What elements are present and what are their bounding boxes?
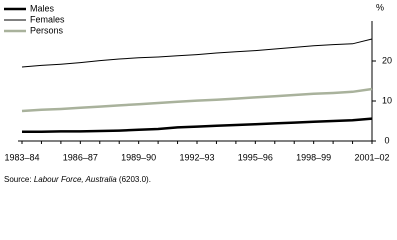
x-tick-label: 1989–90 [121, 152, 156, 162]
legend-label: Females [30, 14, 65, 24]
source-note: Source: Labour Force, Australia (6203.0)… [4, 175, 151, 184]
series-line [21, 38, 373, 68]
x-tick-label: 2001–02 [354, 152, 389, 162]
y-tick-label: 0 [384, 135, 389, 145]
legend-label: Males [30, 3, 55, 13]
x-tick-label: 1986–87 [63, 152, 98, 162]
source-title: Labour Force, Australia [34, 175, 117, 184]
y-tick-label: 20 [382, 55, 392, 65]
series-line [22, 117, 373, 134]
x-tick-label: 1983–84 [4, 152, 39, 162]
series-line [21, 87, 373, 113]
chart: % Source: Labour Force, Australia (6203.… [4, 2, 392, 184]
y-tick-label: 10 [382, 95, 392, 105]
x-tick-label: 1992–93 [179, 152, 214, 162]
x-tick-label: 1998–99 [296, 152, 331, 162]
source-ref: (6203.0). [119, 175, 151, 184]
legend-label: Persons [30, 25, 64, 35]
y-axis-label: % [376, 2, 384, 12]
x-tick-label: 1995–96 [238, 152, 273, 162]
source-label: Source: [4, 175, 32, 184]
